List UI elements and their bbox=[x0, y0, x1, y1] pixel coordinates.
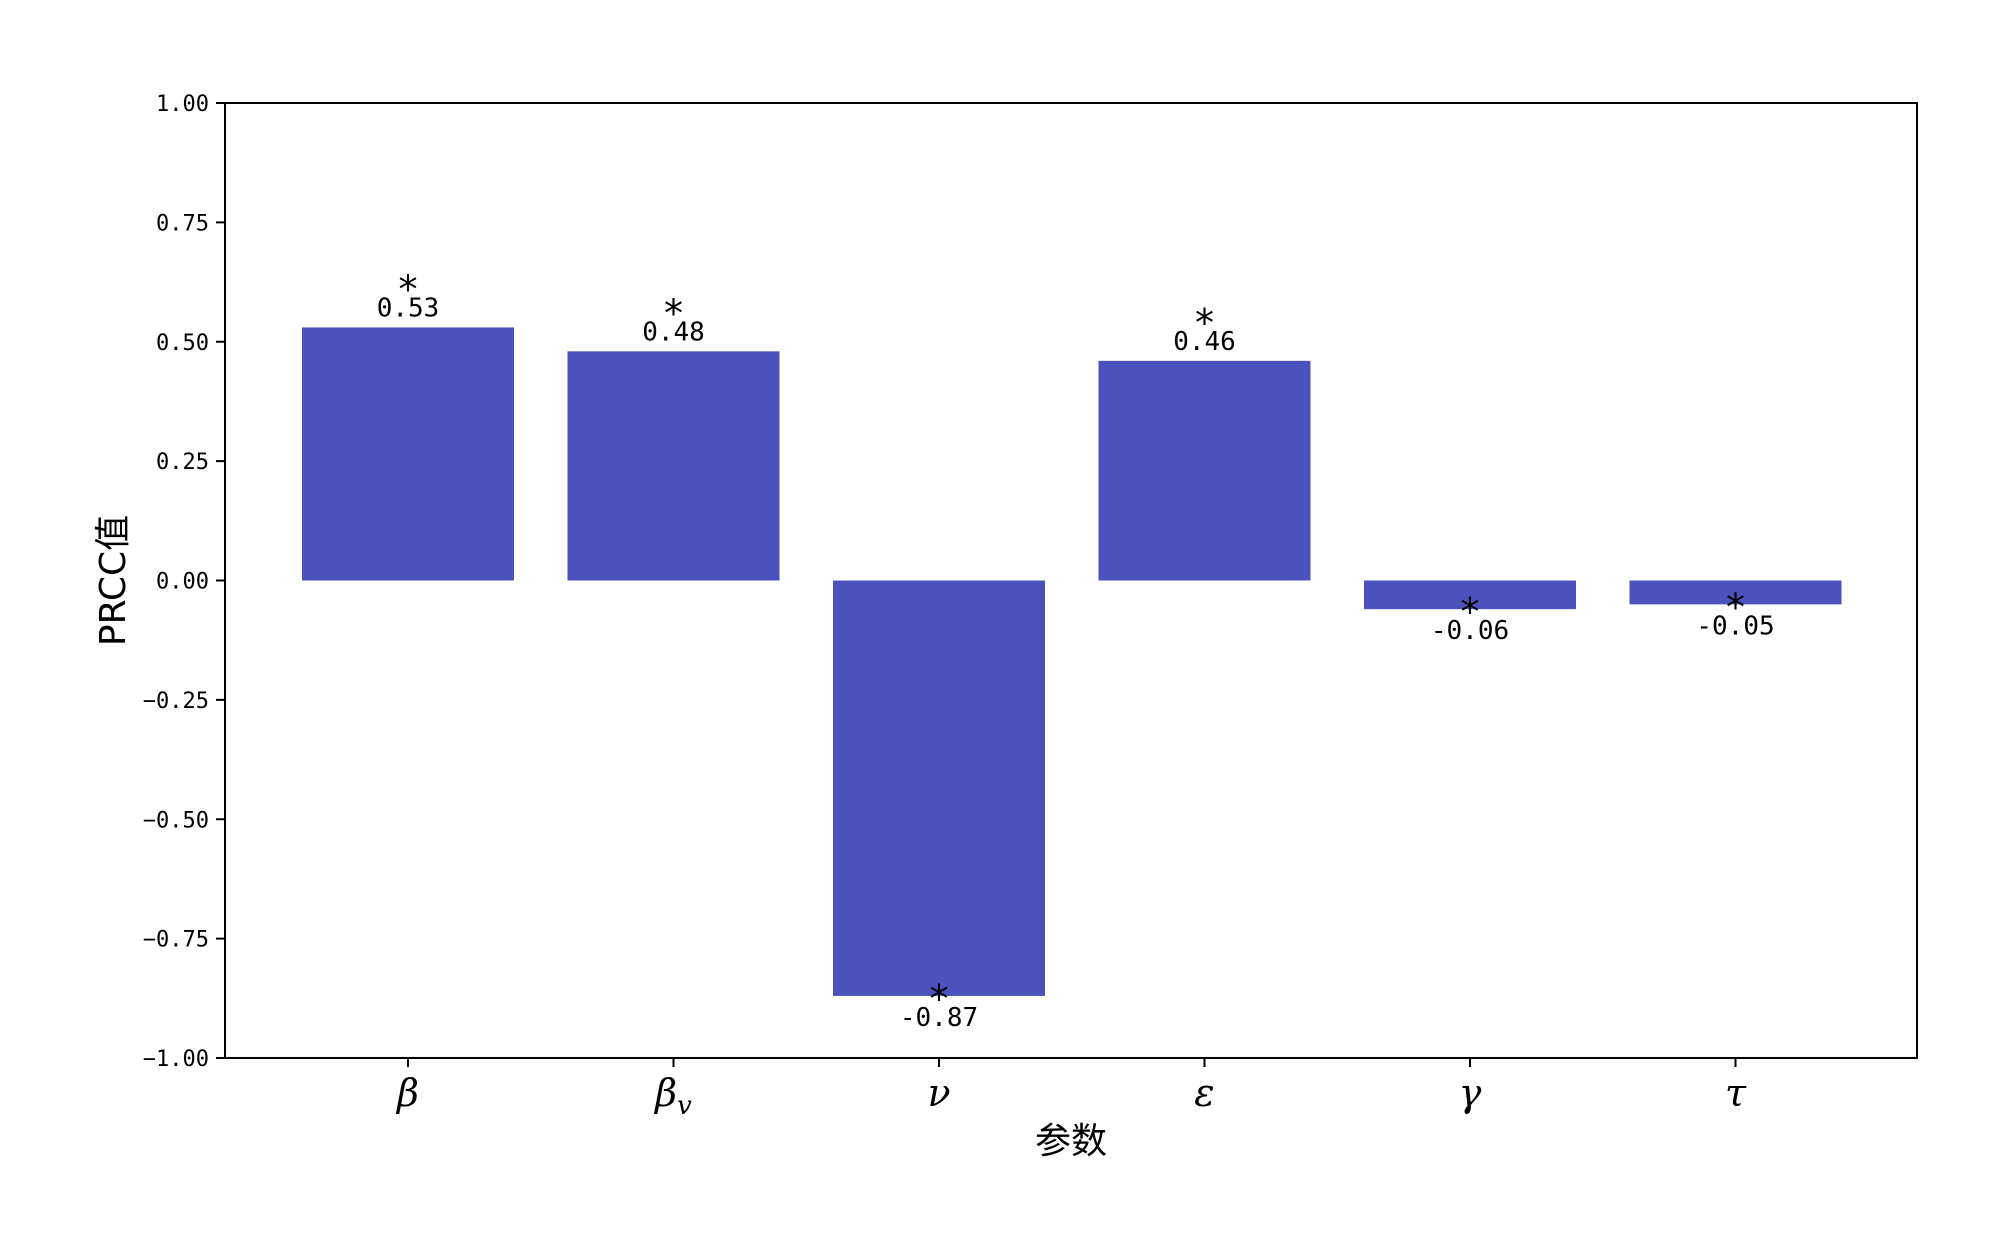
y-tick-label: 1.00 bbox=[156, 92, 209, 117]
bar bbox=[567, 351, 780, 581]
significance-star: * bbox=[664, 291, 683, 335]
y-tick-label: 0.25 bbox=[156, 450, 209, 475]
x-tick-label: τ bbox=[1725, 1071, 1747, 1115]
y-ticks-layer: 1.00 0.75 0.50 0.25 0.00 −0.25 −0.50 −0.75 −1.00 bbox=[143, 92, 225, 1072]
y-tick-label: 0.00 bbox=[156, 570, 209, 595]
y-tick-label: −0.75 bbox=[143, 928, 209, 953]
x-tick-label: ν bbox=[927, 1071, 950, 1115]
bar bbox=[1364, 580, 1576, 610]
bar-value-label: 0.46 bbox=[1173, 327, 1236, 357]
bar-value-label: 0.53 bbox=[377, 293, 440, 323]
significance-star: * bbox=[399, 267, 418, 311]
bar bbox=[1629, 580, 1842, 605]
plot-frame bbox=[224, 102, 1918, 1059]
y-tick-label: 0.75 bbox=[156, 211, 209, 236]
y-tick-label: −0.50 bbox=[143, 808, 209, 833]
significance-star: * bbox=[1195, 301, 1214, 345]
bar bbox=[1098, 360, 1311, 581]
y-tick-label: 0.50 bbox=[156, 331, 209, 356]
bar-value-label: -0.05 bbox=[1696, 611, 1774, 641]
y-axis-title: PRCC值 bbox=[93, 515, 134, 646]
x-tick-label: γ bbox=[1459, 1071, 1482, 1115]
y-tick-label: −1.00 bbox=[143, 1047, 209, 1072]
significance-star: * bbox=[930, 977, 949, 1021]
significance-star: * bbox=[1461, 590, 1480, 634]
x-tick-label: β bbox=[395, 1071, 419, 1115]
bar-value-label: -0.87 bbox=[900, 1003, 978, 1033]
x-axis-title: 参数 bbox=[1035, 1121, 1107, 1162]
significance-star: * bbox=[1726, 585, 1745, 629]
x-ticks-layer: β βv ν ε γ τ bbox=[395, 1058, 1747, 1121]
bar bbox=[302, 327, 514, 581]
bars-layer bbox=[302, 327, 1842, 996]
bar-value-label: -0.06 bbox=[1431, 616, 1509, 646]
data-labels-layer: 0.53*0.48*-0.87*0.46*-0.06* -0.05* bbox=[377, 267, 1775, 1033]
x-tick-label: ε bbox=[1194, 1071, 1214, 1115]
x-tick-label: βv bbox=[653, 1071, 692, 1121]
bar-value-label: 0.48 bbox=[642, 317, 705, 347]
bar bbox=[833, 580, 1045, 996]
y-tick-label: −0.25 bbox=[143, 689, 209, 714]
